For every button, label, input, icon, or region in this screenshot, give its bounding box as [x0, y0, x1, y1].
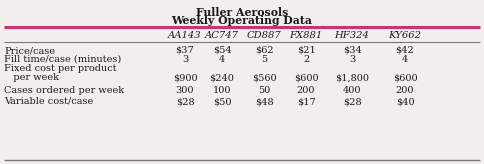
Text: 5: 5 [261, 55, 267, 64]
Text: Price/case: Price/case [4, 46, 55, 55]
Text: $17: $17 [297, 97, 316, 106]
Text: 100: 100 [213, 86, 231, 95]
Text: 3: 3 [349, 55, 355, 64]
Text: 2: 2 [303, 55, 309, 64]
Text: FX881: FX881 [289, 31, 323, 40]
Text: Fixed cost per product: Fixed cost per product [4, 64, 117, 73]
Text: CD887: CD887 [247, 31, 281, 40]
Text: $1,800: $1,800 [335, 73, 369, 82]
Text: Weekly Operating Data: Weekly Operating Data [171, 15, 313, 26]
Text: 4: 4 [402, 55, 408, 64]
Text: $900: $900 [173, 73, 197, 82]
Text: $34: $34 [343, 46, 362, 55]
Text: $48: $48 [255, 97, 273, 106]
Text: 4: 4 [219, 55, 225, 64]
Text: AA143: AA143 [168, 31, 202, 40]
Text: KY662: KY662 [389, 31, 422, 40]
Text: $42: $42 [395, 46, 414, 55]
Text: Fuller Aerosols: Fuller Aerosols [196, 7, 288, 18]
Text: AC747: AC747 [205, 31, 239, 40]
Text: $40: $40 [396, 97, 414, 106]
Text: $37: $37 [176, 46, 195, 55]
Text: HF324: HF324 [334, 31, 369, 40]
Text: $600: $600 [393, 73, 417, 82]
Text: Cases ordered per week: Cases ordered per week [4, 86, 124, 95]
Text: $50: $50 [213, 97, 231, 106]
Text: $28: $28 [343, 97, 362, 106]
Text: $240: $240 [210, 73, 234, 82]
Text: $600: $600 [294, 73, 318, 82]
Text: 200: 200 [297, 86, 315, 95]
Text: 3: 3 [182, 55, 188, 64]
Text: Variable cost/case: Variable cost/case [4, 97, 93, 106]
Text: $21: $21 [297, 46, 316, 55]
Text: 200: 200 [396, 86, 414, 95]
Text: $62: $62 [255, 46, 273, 55]
Text: $28: $28 [176, 97, 194, 106]
Text: per week: per week [4, 73, 59, 82]
Text: Fill time/case (minutes): Fill time/case (minutes) [4, 55, 121, 64]
Text: 300: 300 [176, 86, 194, 95]
Text: 400: 400 [343, 86, 361, 95]
Text: $54: $54 [212, 46, 231, 55]
Text: $560: $560 [252, 73, 276, 82]
Text: 50: 50 [258, 86, 270, 95]
